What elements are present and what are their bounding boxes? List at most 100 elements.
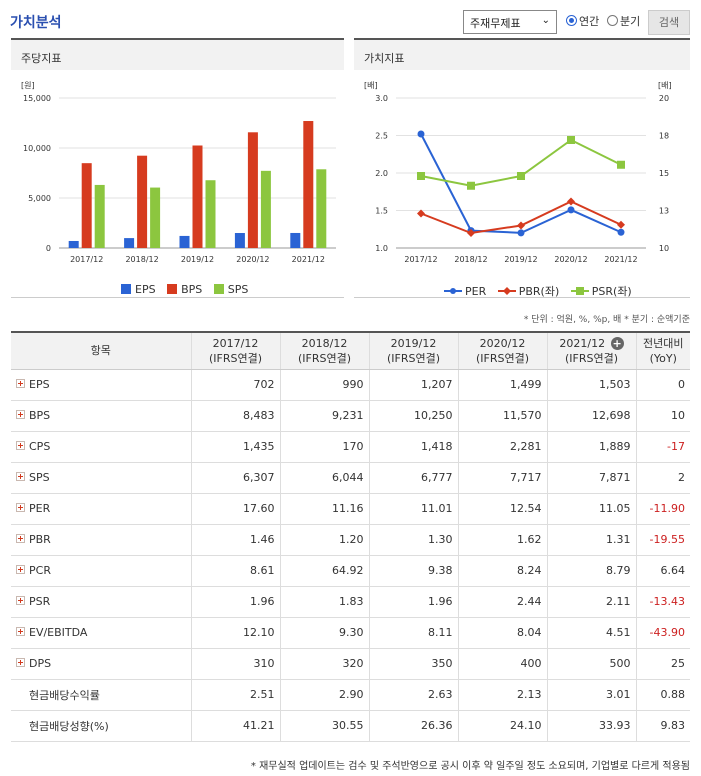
data-point-per: [617, 228, 625, 236]
row-label-cell[interactable]: PSR: [11, 586, 191, 618]
value-cell: 41.21: [190, 710, 280, 742]
table-row: EPS 702 990 1,207 1,499 1,503 0: [11, 369, 690, 401]
statement-type-select[interactable]: 주재무제표 ⌄: [463, 10, 557, 34]
row-label: SPS: [29, 471, 50, 484]
yoy-cell: 0: [635, 369, 690, 401]
basis-label: (IFRS연결): [386, 351, 441, 365]
value-cell: 17.60: [190, 493, 280, 525]
plus-box-icon[interactable]: [16, 658, 25, 667]
bar-sps: [260, 170, 271, 248]
value-cell: 2.63: [368, 679, 458, 711]
y-tick-label-right: 10: [659, 244, 669, 253]
value-cell: 8.11: [368, 617, 458, 649]
legend-label: PSR(좌): [591, 285, 632, 298]
plus-box-icon[interactable]: [16, 441, 25, 450]
x-tick-label: 2021/12: [292, 255, 325, 264]
data-point-psr: [617, 160, 625, 169]
row-label-cell[interactable]: PBR: [11, 524, 191, 556]
value-cell: 30.55: [279, 710, 369, 742]
y-tick-label-left: 3.0: [375, 94, 388, 103]
radio-quarter[interactable]: 분기: [607, 13, 640, 29]
per-share-chart: [원] 15,000 10,000 5,000 0 2017/12 2018/12 2019/…: [21, 81, 336, 264]
bar-bps: [137, 155, 148, 248]
y-tick-label-left: 1.0: [375, 244, 388, 253]
table-row: EV/EBITDA 12.10 9.30 8.11 8.04 4.51 -43.90: [11, 617, 690, 649]
search-button[interactable]: 검색: [648, 10, 690, 35]
x-tick-label: 2017/12: [404, 255, 437, 264]
row-label: DPS: [29, 657, 52, 670]
value-cell: 7,717: [457, 462, 547, 494]
radio-selected-icon: [566, 15, 577, 26]
row-label-cell[interactable]: PCR: [11, 555, 191, 587]
value-cell: 9.30: [279, 617, 369, 649]
column-header-period: 2017/12 (IFRS연결): [190, 331, 280, 370]
row-label-cell[interactable]: CPS: [11, 431, 191, 463]
plus-box-icon[interactable]: [16, 534, 25, 543]
value-cell: 7,871: [546, 462, 636, 494]
y-tick-label-right: 13: [659, 207, 669, 216]
value-cell: 12,698: [546, 400, 636, 432]
plus-box-icon[interactable]: [16, 627, 25, 636]
radio-annual[interactable]: 연간: [566, 13, 599, 29]
valuation-table: 항목 2017/12 (IFRS연결) 2018/12 (IFRS연결) 2019/…: [11, 331, 690, 742]
plus-circle-icon[interactable]: +: [610, 336, 624, 350]
y-tick-label: 15,000: [23, 94, 51, 103]
value-cell: 12.54: [457, 493, 547, 525]
row-label-cell: 현금배당수익률: [11, 679, 191, 711]
bar-eps: [234, 233, 245, 248]
plus-box-icon[interactable]: [16, 565, 25, 574]
value-cell: 400: [457, 648, 547, 680]
plus-box-icon[interactable]: [16, 379, 25, 388]
row-label-cell[interactable]: SPS: [11, 462, 191, 494]
x-tick-label: 2020/12: [554, 255, 587, 264]
column-header-period: 2021/12 + (IFRS연결): [546, 331, 636, 370]
table-row: 현금배당성향(%) 41.21 30.55 26.36 24.10 33.93 9.83: [11, 710, 690, 742]
bar-bps: [81, 163, 92, 248]
row-label: PSR: [29, 595, 51, 608]
row-label-cell[interactable]: BPS: [11, 400, 191, 432]
value-cell: 64.92: [279, 555, 369, 587]
data-point-psr: [467, 181, 475, 190]
period-label: 2021/12: [559, 336, 606, 350]
radio-unselected-icon: [607, 15, 618, 26]
y-tick-label-left: 2.5: [375, 132, 388, 141]
value-cell: 1.96: [368, 586, 458, 618]
plus-box-icon[interactable]: [16, 503, 25, 512]
plus-box-icon[interactable]: [16, 410, 25, 419]
row-label-cell[interactable]: DPS: [11, 648, 191, 680]
value-cell: 8.04: [457, 617, 547, 649]
per-share-legend: EPS BPS SPS: [121, 283, 256, 296]
valuation-legend: PER PBR(좌) PSR(좌): [444, 283, 640, 299]
radio-annual-label: 연간: [579, 15, 600, 28]
legend-label: PBR(좌): [518, 285, 560, 298]
row-label-cell[interactable]: EV/EBITDA: [11, 617, 191, 649]
y-tick-label: 10,000: [23, 144, 51, 153]
page-title: 가치분석: [10, 15, 62, 31]
basis-label: (IFRS연결): [475, 351, 530, 365]
statement-type-value: 주재무제표: [470, 17, 521, 30]
plus-box-icon[interactable]: [16, 596, 25, 605]
value-cell: 2.44: [457, 586, 547, 618]
legend-swatch-icon: [213, 284, 224, 294]
legend-label: SPS: [227, 283, 249, 296]
yoy-cell: 25: [635, 648, 690, 680]
data-point-pbr: [467, 229, 475, 237]
table-row: CPS 1,435 170 1,418 2,281 1,889 -17: [11, 431, 690, 463]
row-label: 현금배당성향(%): [29, 719, 109, 733]
plus-box-icon[interactable]: [16, 472, 25, 481]
data-point-per: [567, 206, 575, 214]
column-header-period: 2018/12 (IFRS연결): [279, 331, 369, 370]
row-label-cell[interactable]: EPS: [11, 369, 191, 401]
bar-eps: [290, 232, 301, 248]
value-cell: 1.62: [457, 524, 547, 556]
radio-quarter-label: 분기: [620, 15, 641, 28]
data-point-psr: [517, 172, 525, 180]
basis-label: (IFRS연결): [564, 351, 619, 365]
line-marker-icon: [444, 288, 462, 294]
valuation-panel: 가치지표 [배] [배] 3.0 2.5 2.0 1.5 1.0 20 18 15 13 10 2017…: [354, 38, 690, 298]
legend-swatch-icon: [121, 284, 131, 294]
row-label: PBR: [29, 533, 51, 546]
row-label-cell[interactable]: PER: [11, 493, 191, 525]
yoy-cell: -43.90: [635, 617, 690, 649]
legend-label: BPS: [181, 283, 203, 296]
